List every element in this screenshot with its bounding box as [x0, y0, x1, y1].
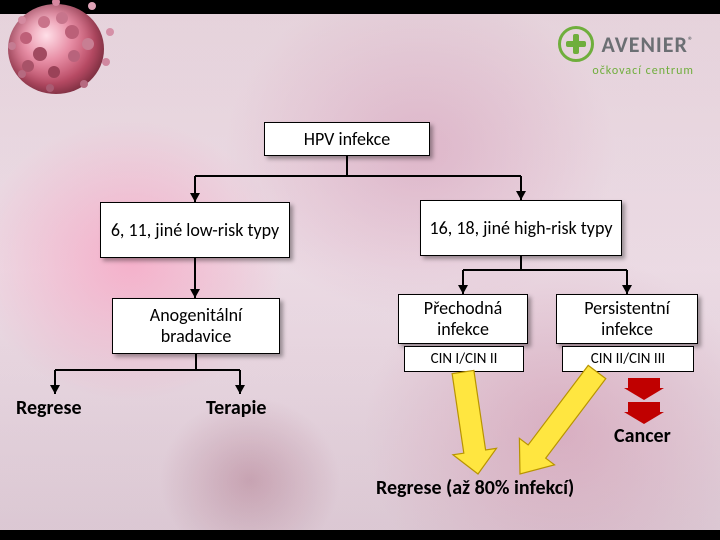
label-regrese-note: Regrese (až 80% infekcí) — [376, 476, 574, 500]
hpv-virus-icon — [8, 4, 104, 94]
node-lowrisk-types: 6, 11, jiné low-risk typy — [100, 202, 290, 258]
label-cancer: Cancer — [614, 424, 671, 448]
node-persistent: Persistentní infekce — [556, 294, 698, 344]
background — [0, 0, 720, 540]
node-transient: Přechodná infekce — [398, 294, 528, 344]
logo-subtitle: očkovací centrum — [558, 64, 695, 78]
label-terapie: Terapie — [206, 396, 267, 420]
slide-root: AVENIER® očkovací centrum HPV infekce 6,… — [0, 0, 720, 540]
plus-icon — [558, 26, 594, 62]
node-transient-cin: CIN I/CIN II — [404, 346, 524, 372]
top-black-bar — [0, 0, 720, 14]
node-highrisk-types: 16, 18, jiné high-risk typy — [420, 200, 622, 256]
avenier-logo: AVENIER® očkovací centrum — [558, 26, 695, 78]
node-persistent-cin: CIN II/CIN III — [562, 346, 694, 372]
bottom-black-bar — [0, 530, 720, 540]
node-warts: Anogenitální bradavice — [112, 298, 280, 354]
node-hpv-infekce: HPV infekce — [264, 122, 430, 156]
label-regrese: Regrese — [16, 396, 82, 420]
logo-name: AVENIER® — [602, 31, 695, 58]
